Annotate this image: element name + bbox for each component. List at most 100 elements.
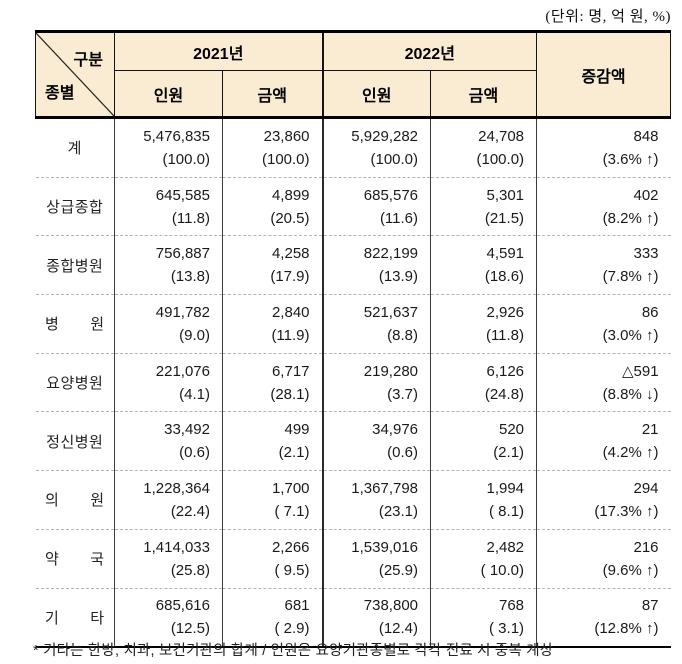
cell-amount-2021: 2,266 ( 9.5) xyxy=(221,528,323,588)
cell-ratio: ( 9.5) xyxy=(274,561,310,579)
cell-ratio: (17.3% ↑) xyxy=(594,502,659,520)
cell-people-2022: 219,280 (3.7) xyxy=(321,352,431,412)
table-header: 구분 종별 2021년 2022년 증감액 인원 금액 인원 금액 xyxy=(35,30,672,119)
cell-number: 1,994 xyxy=(486,479,525,497)
row-label: 계 xyxy=(67,140,82,158)
cell-number: 681 xyxy=(284,597,310,615)
cell-amount-2022: 24,708 (100.0) xyxy=(430,117,537,178)
cell-number: 23,860 xyxy=(263,127,310,145)
cell-ratio: (9.6% ↑) xyxy=(602,561,659,579)
cell-ratio: (12.5) xyxy=(170,620,210,638)
cell-number: 24,708 xyxy=(478,127,525,145)
header-row-years: 구분 종별 2021년 2022년 증감액 xyxy=(35,30,672,119)
cell-number: 1,700 xyxy=(271,479,310,497)
cell-change: 86 (3.0% ↑) xyxy=(536,294,671,354)
cell-ratio: (3.7) xyxy=(387,385,419,403)
cell-ratio: (100.0) xyxy=(261,150,310,168)
cell-amount-2021: 4,899 (20.5) xyxy=(221,176,323,236)
cell-ratio: ( 10.0) xyxy=(480,561,525,579)
table-row: 약 국 1,414,033 (25.8) 2,266 ( 9.5) 1,539,… xyxy=(35,528,671,588)
amount-2022-header: 금액 xyxy=(430,70,538,119)
change-amount-header: 증감액 xyxy=(536,30,672,119)
cell-ratio: (28.1) xyxy=(270,385,310,403)
cell-number: 4,899 xyxy=(271,186,310,204)
cell-number: 645,585 xyxy=(155,186,210,204)
cell-people-2021: 5,476,835 (100.0) xyxy=(114,117,223,178)
cell-number: 848 xyxy=(633,127,659,145)
cell-number: 768 xyxy=(499,597,525,615)
cell-ratio: (12.4) xyxy=(378,620,419,638)
cell-amount-2021: 681 ( 2.9) xyxy=(221,587,323,649)
cell-ratio: (23.1) xyxy=(378,502,419,520)
cell-amount-2022: 1,994 ( 8.1) xyxy=(430,470,537,530)
unit-note: (단위: 명, 억 원, %) xyxy=(545,9,671,25)
cell-change: 848 (3.6% ↑) xyxy=(536,117,671,178)
table-body: 계 5,476,835 (100.0) 23,860 (100.0) 5,929… xyxy=(35,117,671,649)
cell-ratio: (24.8) xyxy=(484,385,525,403)
corner-label-type: 종별 xyxy=(45,85,75,102)
row-label: 상급종합 xyxy=(35,176,115,236)
cell-people-2022: 685,576 (11.6) xyxy=(321,176,431,236)
cell-number: 6,717 xyxy=(271,362,310,380)
cell-people-2021: 1,228,364 (22.4) xyxy=(114,470,223,530)
cell-ratio: (100.0) xyxy=(162,150,210,168)
cell-ratio: (12.8% ↑) xyxy=(594,620,659,638)
cell-people-2021: 1,414,033 (25.8) xyxy=(114,528,223,588)
cell-ratio: ( 3.1) xyxy=(489,620,525,638)
cell-people-2022: 1,539,016 (25.9) xyxy=(321,528,431,588)
cell-number: 219,280 xyxy=(363,362,419,380)
footnote: * 기타는 한방, 치과, 보건기관의 합계 / 인원은 요양기관종별로 각각 … xyxy=(33,643,554,659)
cell-number: 4,258 xyxy=(271,245,310,263)
cell-ratio: (4.1) xyxy=(179,385,210,403)
cell-people-2022: 738,800 (12.4) xyxy=(321,587,431,649)
row-label: 의 원 xyxy=(35,470,115,530)
cell-ratio: ( 2.9) xyxy=(274,620,310,638)
cell-number: 491,782 xyxy=(155,303,210,321)
cell-number: 34,976 xyxy=(372,421,419,439)
cell-ratio: (2.1) xyxy=(493,444,525,462)
cell-ratio: (11.6) xyxy=(379,209,419,227)
cell-number: 521,637 xyxy=(363,303,419,321)
cell-number: 5,929,282 xyxy=(351,127,419,145)
table-row: 요양병원 221,076 (4.1) 6,717 (28.1) 219,280 … xyxy=(35,352,671,412)
cell-ratio: (8.8% ↓) xyxy=(602,385,659,403)
cell-number: 6,126 xyxy=(486,362,525,380)
row-label: 기 타 xyxy=(35,587,115,649)
cell-number: 520 xyxy=(499,421,525,439)
row-label: 약 국 xyxy=(35,528,115,588)
cell-number: 499 xyxy=(284,421,310,439)
cell-ratio: (13.8) xyxy=(170,268,210,286)
cell-number: 1,367,798 xyxy=(351,479,419,497)
cell-people-2021: 221,076 (4.1) xyxy=(114,352,223,412)
cell-number: 216 xyxy=(633,538,659,556)
cell-ratio: (20.5) xyxy=(270,209,310,227)
cell-people-2022: 822,199 (13.9) xyxy=(321,235,431,295)
diagonal-line xyxy=(36,33,114,116)
cell-ratio: (0.6) xyxy=(179,444,210,462)
cell-number: 685,576 xyxy=(363,186,419,204)
cell-ratio: (4.2% ↑) xyxy=(602,444,659,462)
cell-ratio: (11.9) xyxy=(271,326,310,344)
cell-ratio: (8.2% ↑) xyxy=(602,209,659,227)
cell-people-2022: 1,367,798 (23.1) xyxy=(321,470,431,530)
cell-change: 87 (12.8% ↑) xyxy=(536,587,671,649)
cell-number: 756,887 xyxy=(155,245,210,263)
table-row: 종합병원 756,887 (13.8) 4,258 (17.9) 822,199… xyxy=(35,235,671,295)
row-label: 정신병원 xyxy=(35,411,115,471)
cell-ratio: (8.8) xyxy=(387,326,419,344)
table-row: 상급종합 645,585 (11.8) 4,899 (20.5) 685,576… xyxy=(35,176,671,236)
cell-ratio: (11.8) xyxy=(171,209,210,227)
amount-2021-header: 금액 xyxy=(221,70,324,119)
cell-ratio: (2.1) xyxy=(278,444,310,462)
cell-ratio: ( 7.1) xyxy=(274,502,310,520)
cell-number: 21 xyxy=(641,421,659,439)
cell-number: 402 xyxy=(633,186,659,204)
cell-amount-2022: 4,591 (18.6) xyxy=(430,235,537,295)
cell-amount-2022: 2,926 (11.8) xyxy=(430,294,537,354)
cell-change: 333 (7.8% ↑) xyxy=(536,235,671,295)
cell-people-2021: 491,782 (9.0) xyxy=(114,294,223,354)
cell-amount-2021: 1,700 ( 7.1) xyxy=(221,470,323,530)
header-row-measures: 인원 금액 인원 금액 xyxy=(36,70,671,119)
cell-number: 294 xyxy=(633,479,659,497)
people-2022-header: 인원 xyxy=(321,70,432,119)
